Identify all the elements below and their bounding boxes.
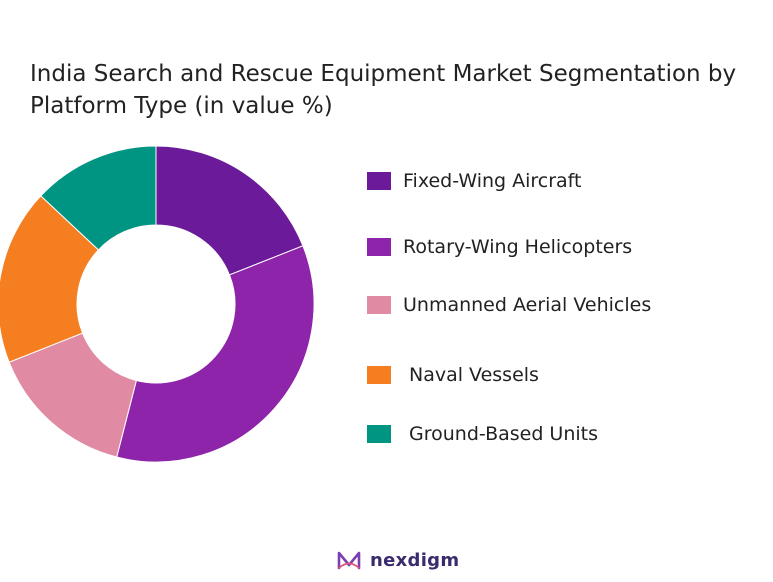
legend-label: Naval Vessels (409, 364, 539, 386)
legend-swatch (367, 425, 391, 443)
nexdigm-logo-icon (337, 551, 361, 570)
legend-swatch (367, 296, 391, 314)
brand-footer: nexdigm (336, 549, 459, 571)
legend-item-3: Unmanned Aerial Vehicles (367, 294, 651, 316)
legend-item-1: Fixed-Wing Aircraft (367, 170, 582, 192)
brand-name: nexdigm (370, 549, 460, 571)
legend-item-5: Ground-Based Units (367, 423, 598, 445)
legend-swatch (367, 172, 391, 190)
legend-label: Fixed-Wing Aircraft (403, 170, 582, 192)
legend-label: Unmanned Aerial Vehicles (403, 294, 652, 316)
donut-slice-2 (116, 245, 315, 463)
donut-slice-4 (0, 195, 100, 363)
chart-title: India Search and Rescue Equipment Market… (30, 61, 737, 119)
legend-label: Ground-Based Units (409, 423, 599, 445)
legend-label: Rotary-Wing Helicopters (403, 236, 633, 258)
legend-swatch (367, 366, 391, 384)
legend-swatch (367, 238, 391, 256)
donut-slice-5 (40, 145, 157, 251)
legend-item-4: Naval Vessels (367, 364, 539, 386)
legend-item-2: Rotary-Wing Helicopters (367, 236, 632, 258)
donut-slice-1 (155, 145, 304, 276)
